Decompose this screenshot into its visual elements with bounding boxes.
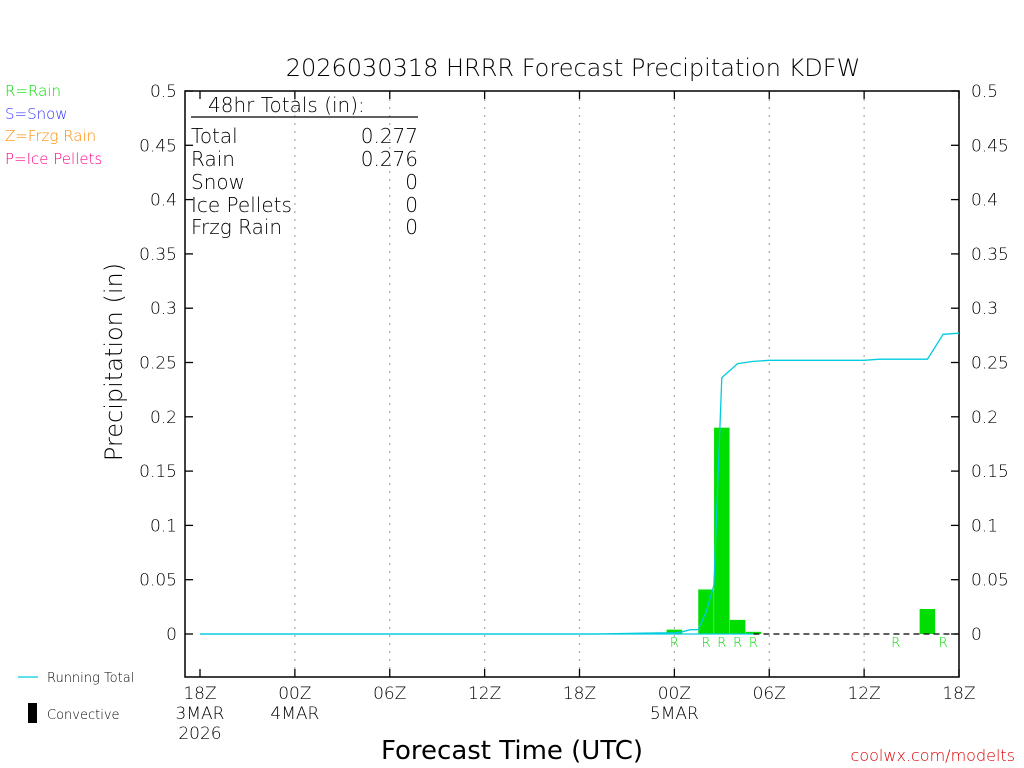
y-tick-label: 0.1 xyxy=(150,516,177,536)
x-tick-date: 5MAR xyxy=(650,704,699,724)
totals-total-value: 0.277 xyxy=(361,124,418,148)
x-tick-label: 06Z xyxy=(373,684,406,704)
y-ticks-right: 0 0.05 0.1 0.15 0.2 0.25 0.3 0.35 0.4 0.45 0.5 xyxy=(951,82,1009,645)
y-tick-label: 0 xyxy=(166,625,177,645)
running-total-line xyxy=(200,332,960,635)
x-tick-date: 3MAR xyxy=(176,704,225,724)
totals-ice-label: Ice Pellets xyxy=(191,193,292,217)
y-ticks-left: 0 0.05 0.1 0.15 0.2 0.25 0.3 0.35 0.4 0.45 0.5 xyxy=(139,82,193,645)
y-tick-label-right: 0.4 xyxy=(971,191,998,211)
x-tick-label: 00Z xyxy=(658,684,691,704)
y-tick-label: 0.3 xyxy=(150,299,177,319)
legend-snow: S=Snow xyxy=(5,105,68,123)
y-tick-label-right: 0.35 xyxy=(971,245,1009,265)
y-tick-label: 0.05 xyxy=(139,571,177,591)
x-tick-date: 4MAR xyxy=(270,704,319,724)
precip-bar xyxy=(666,629,683,634)
ptype-legend: R=Rain S=Snow Z=Frzg Rain P=Ice Pellets xyxy=(5,82,102,168)
y-tick-label: 0.45 xyxy=(139,136,177,156)
x-tick-label: 18Z xyxy=(563,684,596,704)
y-tick-label-right: 0.25 xyxy=(971,354,1009,374)
ptype-marker: R xyxy=(670,636,679,651)
ptype-marker: R xyxy=(733,636,742,651)
totals-snow-label: Snow xyxy=(191,170,245,194)
ptype-marker: R xyxy=(717,636,726,651)
totals-snow-value: 0 xyxy=(405,170,418,194)
ptype-marker: R xyxy=(701,636,710,651)
x-tick-label: 12Z xyxy=(847,684,880,704)
totals-frzg-value: 0 xyxy=(405,215,418,239)
totals-box: 48hr Totals (in): Total 0.277 Rain 0.276… xyxy=(191,93,418,239)
y-tick-label: 0.4 xyxy=(150,191,177,211)
credit-text: coolwx.com/modelts xyxy=(851,746,1015,765)
chart-title: 2026030318 HRRR Forecast Precipitation K… xyxy=(286,54,861,82)
y-tick-label-right: 0.05 xyxy=(971,571,1009,591)
x-tick-label: 00Z xyxy=(278,684,311,704)
ptype-marker: R xyxy=(939,636,948,651)
legend-rain: R=Rain xyxy=(5,82,61,100)
grid-lines xyxy=(294,91,865,677)
y-tick-label-right: 0.15 xyxy=(971,462,1009,482)
series-legend: Running Total Convective xyxy=(18,671,134,723)
x-tick-label: 06Z xyxy=(753,684,786,704)
y-tick-label-right: 0.2 xyxy=(971,408,998,428)
y-tick-label-right: 0.45 xyxy=(971,136,1009,156)
y-tick-label-right: 0.1 xyxy=(971,516,998,536)
x-axis-label: Forecast Time (UTC) xyxy=(381,736,643,766)
totals-ice-value: 0 xyxy=(405,193,418,217)
legend-convective-swatch xyxy=(28,703,37,723)
y-axis-label: Precipitation (in) xyxy=(100,263,128,461)
x-tick-label: 12Z xyxy=(468,684,501,704)
legend-convective-label: Convective xyxy=(47,708,120,723)
y-tick-label: 0.2 xyxy=(150,408,177,428)
totals-rain-value: 0.276 xyxy=(361,147,418,171)
y-tick-label: 0.25 xyxy=(139,354,177,374)
legend-ice-pellets: P=Ice Pellets xyxy=(5,150,102,168)
y-tick-label-right: 0.5 xyxy=(971,82,998,102)
y-tick-label: 0.5 xyxy=(150,82,177,102)
totals-total-label: Total xyxy=(191,124,238,148)
precip-bars xyxy=(666,427,936,634)
y-tick-label: 0.35 xyxy=(139,245,177,265)
totals-header: 48hr Totals (in): xyxy=(208,93,365,117)
precip-bar xyxy=(745,631,762,634)
ptype-marker: R xyxy=(749,636,758,651)
precip-bar xyxy=(919,609,936,634)
x-tick-label: 18Z xyxy=(183,684,216,704)
y-tick-label-right: 0 xyxy=(971,625,982,645)
x-tick-year: 2026 xyxy=(178,724,221,744)
y-tick-label-right: 0.3 xyxy=(971,299,998,319)
totals-frzg-label: Frzg Rain xyxy=(191,215,282,239)
legend-running-total-label: Running Total xyxy=(47,671,134,686)
y-tick-label: 0.15 xyxy=(139,462,177,482)
ptype-marker: R xyxy=(891,636,900,651)
plot-frame xyxy=(184,90,960,678)
x-tick-label: 18Z xyxy=(942,684,975,704)
precip-bar xyxy=(729,619,746,634)
totals-rain-label: Rain xyxy=(191,147,235,171)
legend-frzg-rain: Z=Frzg Rain xyxy=(5,127,96,145)
